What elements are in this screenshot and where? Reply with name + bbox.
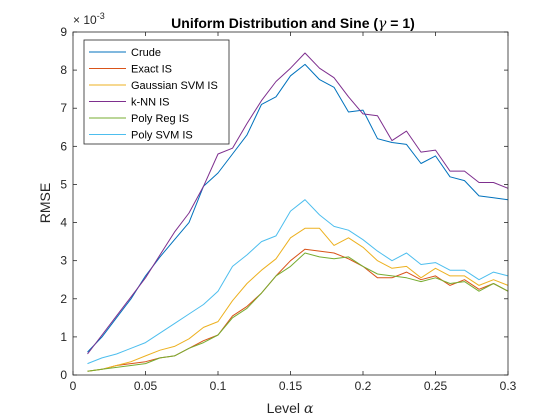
x-tick-label: 0.05 (134, 379, 158, 393)
legend-entries: Crude Exact IS Gaussian SVM IS k-NN IS Poly … (89, 47, 218, 142)
x-tick-label: 0.2 (355, 379, 372, 393)
y-axis-label: RMSE (37, 183, 53, 223)
legend-label-exact-is: Exact IS (131, 64, 172, 76)
y-exponent-label: × 10-3 (73, 11, 105, 27)
x-tick-label: 0.1 (210, 379, 227, 393)
series-layer (87, 52, 509, 372)
x-axis-label: Level α (267, 400, 314, 417)
y-tick-label: 7 (60, 101, 67, 115)
series-line-poly-svm-is (87, 199, 509, 365)
series-line-poly-reg-is (87, 252, 509, 372)
x-tick-label: 0.25 (424, 379, 448, 393)
x-tick-layer: 0 0.05 0.1 0.15 0.2 0.25 0.3 (70, 32, 517, 393)
chart-title: Uniform Distribution and Sine (γ = 1) (171, 15, 415, 32)
legend-label-poly-reg-is: Poly Reg IS (131, 113, 189, 125)
y-tick-layer: 0 1 2 3 4 5 6 7 8 9 (60, 25, 508, 382)
y-tick-label: 8 (60, 63, 67, 77)
legend-box (83, 39, 230, 145)
y-tick-label: 0 (60, 368, 67, 382)
y-tick-label: 5 (60, 177, 67, 191)
x-tick-label: 0.15 (279, 379, 303, 393)
x-tick-label: 0 (70, 379, 77, 393)
legend-label-poly-svm-is: Poly SVM IS (131, 130, 193, 142)
legend-label-crude: Crude (131, 47, 161, 59)
y-tick-label: 3 (60, 254, 67, 268)
series-line-gaussian-svm-is (87, 227, 509, 372)
legend-label-gaussian-svm-is: Gaussian SVM IS (131, 80, 218, 92)
y-tick-label: 9 (60, 25, 67, 39)
x-tick-label: 0.3 (500, 379, 517, 393)
legend: Crude Exact IS Gaussian SVM IS k-NN IS Poly … (83, 39, 230, 145)
legend-label-k-nn-is: k-NN IS (131, 97, 170, 109)
y-tick-label: 6 (60, 139, 67, 153)
series-line-crude (87, 63, 509, 353)
series-line-k-nn-is (87, 52, 509, 355)
y-tick-label: 2 (60, 292, 67, 306)
y-tick-label: 1 (60, 330, 67, 344)
y-tick-label: 4 (60, 216, 67, 230)
